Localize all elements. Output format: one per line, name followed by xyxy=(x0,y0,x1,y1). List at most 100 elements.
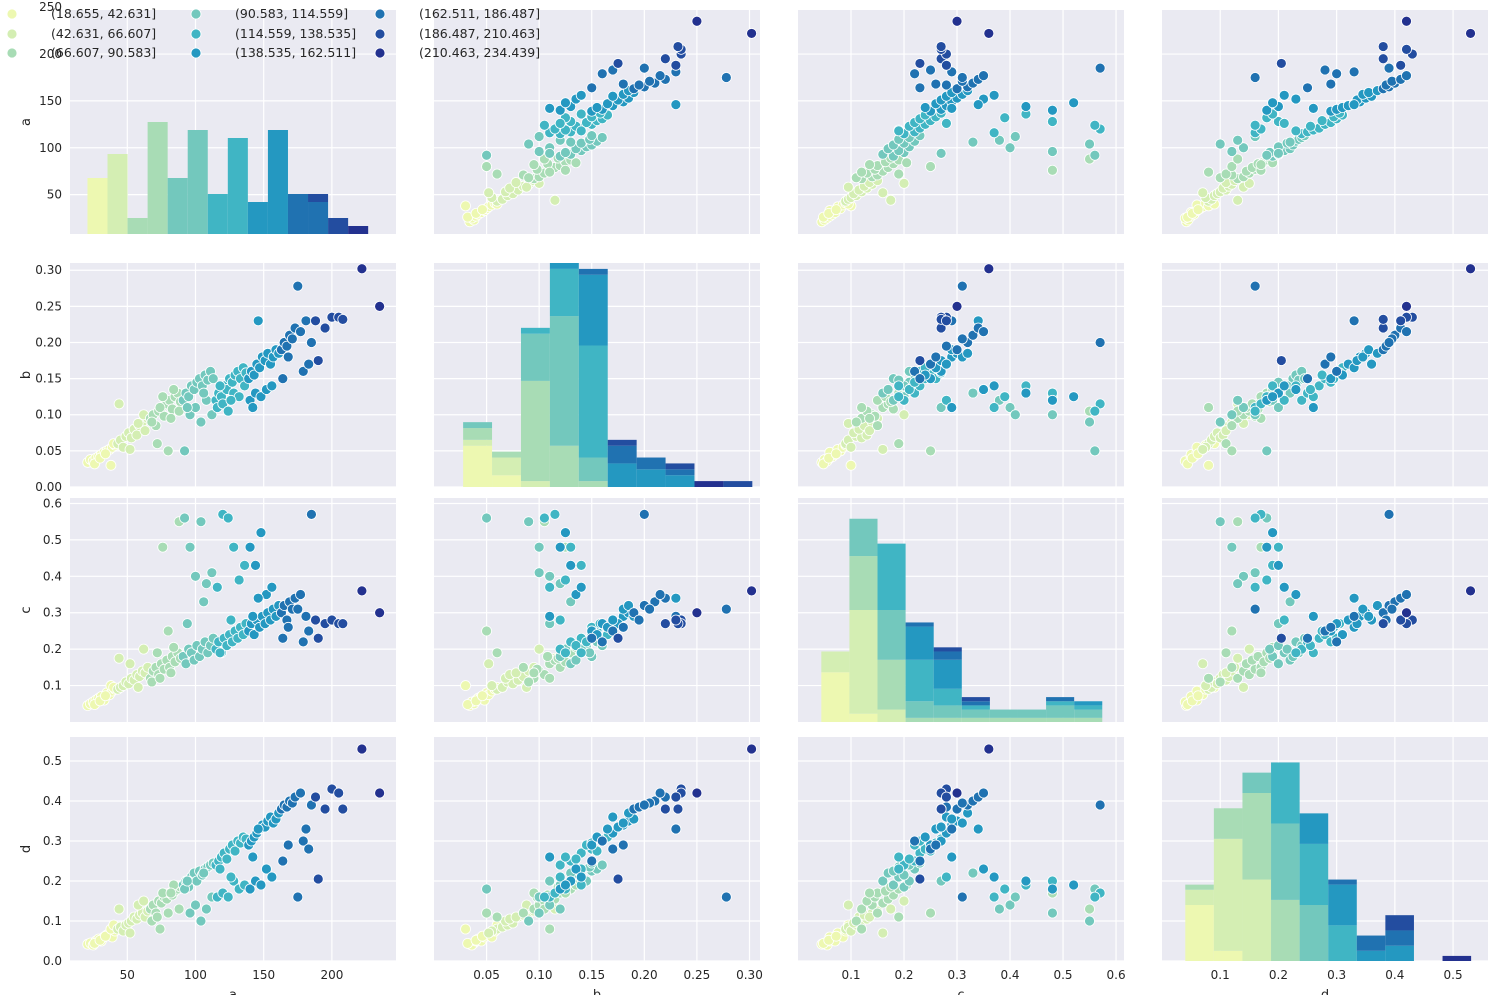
legend-item: (66.607, 90.583] xyxy=(6,45,156,60)
legend-item: (138.535, 162.511] xyxy=(190,45,356,60)
histogram-bar xyxy=(1017,717,1047,722)
scatter-point xyxy=(533,146,545,157)
x-tick-label: 0.25 xyxy=(684,968,711,982)
scatter-point xyxy=(941,394,952,406)
scatter-point xyxy=(1004,899,1016,911)
scatter-point xyxy=(930,78,942,90)
x-axis-label: d xyxy=(1321,988,1329,995)
scatter-point xyxy=(206,409,218,421)
scatter-point xyxy=(612,873,624,885)
scatter-point xyxy=(1261,445,1273,457)
scatter-point xyxy=(1220,647,1232,659)
scatter-point xyxy=(1094,398,1106,410)
histogram-bar xyxy=(821,651,850,673)
scatter-point xyxy=(1249,512,1261,524)
legend-item: (114.559, 138.535] xyxy=(190,26,356,41)
scatter-point xyxy=(830,930,842,942)
scatter-point xyxy=(533,131,545,142)
scatter-point xyxy=(670,614,682,626)
legend-marker xyxy=(6,47,18,59)
scatter-point xyxy=(255,527,267,539)
scatter-point xyxy=(560,574,571,586)
scatter-point xyxy=(659,803,671,815)
scatter-point xyxy=(607,811,619,823)
scatter-point xyxy=(882,384,894,395)
scatter-point xyxy=(1255,159,1267,171)
scatter-point xyxy=(935,41,947,52)
scatter-point xyxy=(1089,119,1101,131)
scatter-point xyxy=(248,369,260,381)
scatter-point xyxy=(1004,142,1016,154)
histogram-bar xyxy=(1074,717,1103,722)
scatter-point xyxy=(222,891,234,903)
legend-marker xyxy=(190,8,202,20)
scatter-point xyxy=(956,333,968,345)
histogram-bar xyxy=(1328,925,1357,961)
scatter-point xyxy=(946,402,958,413)
y-tick-label: 0.15 xyxy=(35,372,62,386)
scatter-point xyxy=(570,863,582,875)
scatter-point xyxy=(1395,315,1407,327)
panel-c-vs-a xyxy=(70,498,396,722)
scatter-point xyxy=(533,643,545,655)
scatter-point xyxy=(460,923,471,935)
histogram-bar xyxy=(849,610,878,714)
scatter-point xyxy=(720,72,732,83)
scatter-point xyxy=(554,104,566,116)
scatter-point xyxy=(893,863,905,875)
panel-background xyxy=(798,263,1124,487)
histogram-bar xyxy=(578,345,608,458)
scatter-point xyxy=(586,632,598,644)
scatter-point xyxy=(914,373,926,385)
scatter-point xyxy=(935,821,947,833)
scatter-point xyxy=(124,658,136,670)
scatter-point xyxy=(292,891,304,903)
scatter-point xyxy=(691,787,703,799)
histogram-bar xyxy=(877,543,906,610)
histogram-bar xyxy=(492,451,521,458)
scatter-point xyxy=(481,907,492,919)
scatter-point xyxy=(544,581,556,593)
legend-marker xyxy=(6,8,18,20)
scatter-point xyxy=(1004,402,1016,413)
scatter-point xyxy=(914,355,926,366)
scatter-point xyxy=(909,835,921,847)
y-axis-label: a xyxy=(19,118,34,126)
scatter-point xyxy=(544,103,556,114)
scatter-point xyxy=(195,416,207,428)
scatter-point xyxy=(162,445,174,457)
scatter-point xyxy=(1249,280,1261,292)
scatter-point xyxy=(1278,614,1290,626)
scatter-point xyxy=(885,903,897,915)
scatter-point xyxy=(1331,636,1343,648)
scatter-point xyxy=(1089,445,1101,457)
scatter-point xyxy=(893,911,905,923)
x-axis-label: c xyxy=(957,988,964,995)
scatter-point xyxy=(374,300,386,312)
scatter-point xyxy=(247,610,259,622)
histogram-bar xyxy=(287,194,309,234)
scatter-point xyxy=(1047,164,1058,176)
scatter-point xyxy=(560,879,571,891)
scatter-point xyxy=(596,859,608,871)
scatter-point xyxy=(162,625,174,637)
histogram-bar xyxy=(1242,793,1272,880)
scatter-point xyxy=(254,362,265,374)
scatter-point xyxy=(124,927,136,939)
scatter-point xyxy=(1232,394,1244,406)
scatter-point xyxy=(575,581,587,593)
scatter-point xyxy=(941,79,952,91)
scatter-point xyxy=(1290,93,1302,105)
scatter-point xyxy=(250,559,261,571)
scatter-point xyxy=(607,625,619,637)
scatter-point xyxy=(533,567,545,579)
legend-marker xyxy=(374,8,386,20)
scatter-point xyxy=(856,402,868,413)
scatter-point xyxy=(476,690,488,702)
scatter-point xyxy=(565,136,577,148)
scatter-point xyxy=(179,445,190,457)
scatter-point xyxy=(255,879,267,891)
scatter-point xyxy=(266,581,278,593)
scatter-point xyxy=(481,883,492,895)
scatter-point xyxy=(1084,416,1095,428)
